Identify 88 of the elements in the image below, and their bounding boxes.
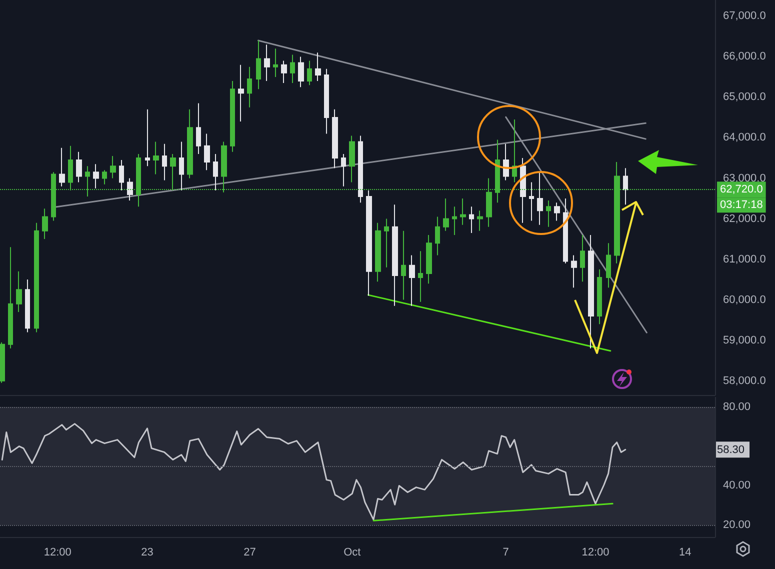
candlestick — [59, 147, 65, 187]
x-tick-label: 12:00 — [44, 546, 72, 558]
x-tick-label: 27 — [244, 546, 256, 558]
candlestick — [563, 198, 568, 264]
candlestick — [358, 135, 363, 204]
candlestick — [281, 60, 287, 84]
candlestick — [469, 206, 474, 234]
candlestick — [179, 141, 184, 191]
candlestick — [273, 48, 278, 78]
candlestick — [606, 242, 611, 288]
candlestick — [153, 141, 159, 175]
candlestick — [307, 60, 312, 86]
candlestick — [529, 182, 534, 222]
candlestick — [76, 151, 82, 183]
candlestick — [443, 198, 449, 232]
candlestick — [110, 155, 116, 179]
candlestick — [503, 143, 509, 181]
ref-line-label: 62,720.0 — [720, 184, 763, 196]
candlestick — [349, 135, 355, 183]
candlestick — [384, 218, 389, 268]
candlestick — [597, 268, 602, 325]
candlestick — [520, 158, 526, 224]
y-tick-label: 58,000.0 — [723, 374, 766, 387]
candlestick — [25, 279, 30, 333]
y-tick-label: 61,000.0 — [723, 253, 766, 266]
candlestick — [554, 202, 560, 222]
candlestick — [230, 80, 235, 152]
candlestick — [298, 56, 304, 88]
candlestick — [8, 246, 13, 349]
candlestick — [204, 133, 210, 171]
x-tick-label: 14 — [678, 546, 692, 558]
y-tick-label: 20.00 — [723, 519, 751, 532]
y-tick-label: 59,000.0 — [723, 334, 766, 346]
y-tick-label: 64,000.0 — [723, 132, 766, 144]
y-tick-label: 62,000.0 — [723, 212, 766, 225]
candlestick — [401, 230, 406, 300]
y-tick-label: 66,000.0 — [723, 50, 766, 63]
candlestick — [537, 172, 543, 226]
candlestick — [16, 270, 22, 312]
candlestick — [426, 234, 432, 284]
y-tick-label: 65,000.0 — [723, 91, 766, 104]
candlestick — [460, 198, 466, 226]
candlestick — [435, 216, 440, 256]
y-tick-label: 60,000.0 — [723, 294, 766, 306]
candlestick — [512, 119, 517, 183]
candlestick — [452, 206, 457, 236]
candlestick — [162, 143, 167, 181]
candlestick — [196, 102, 201, 154]
y-tick-label: 40.00 — [723, 480, 751, 492]
y-tick-label: 63,000.0 — [723, 172, 766, 184]
candlestick — [409, 254, 415, 306]
candlestick — [623, 168, 628, 206]
candlestick — [580, 234, 585, 282]
candlestick — [341, 153, 346, 187]
x-tick-label: 23 — [141, 546, 154, 558]
candlestick — [247, 66, 252, 108]
candlestick — [93, 164, 99, 189]
candlestick — [418, 250, 423, 302]
candlestick — [571, 254, 577, 288]
candlestick — [392, 204, 398, 306]
candlestick — [366, 190, 372, 296]
candlestick — [127, 178, 133, 202]
candlestick — [256, 40, 261, 90]
text: 03:17:18 — [720, 199, 763, 212]
candlestick — [213, 153, 218, 191]
x-tick-label: 12:00 — [582, 546, 610, 558]
candlestick — [238, 64, 244, 122]
candlestick — [145, 108, 150, 167]
candlestick — [477, 210, 483, 232]
text: 58.30 — [717, 444, 745, 456]
candlestick — [324, 68, 329, 134]
candlestick — [42, 208, 48, 240]
candlestick — [34, 222, 39, 333]
candlestick — [546, 200, 551, 228]
candlestick — [119, 160, 124, 191]
candlestick — [290, 54, 295, 84]
candlestick — [102, 170, 107, 185]
candlestick — [315, 52, 321, 82]
x-tick-label: Oct — [344, 546, 361, 558]
candlestick — [332, 108, 338, 169]
y-tick-label: 80.00 — [723, 400, 751, 413]
y-tick-label: 67,000.0 — [723, 10, 766, 22]
candlestick — [0, 342, 5, 384]
candlestick — [187, 108, 193, 179]
candlestick — [375, 222, 381, 282]
candlestick — [588, 234, 594, 349]
candlestick — [264, 44, 270, 82]
x-tick-label: 7 — [502, 546, 509, 558]
